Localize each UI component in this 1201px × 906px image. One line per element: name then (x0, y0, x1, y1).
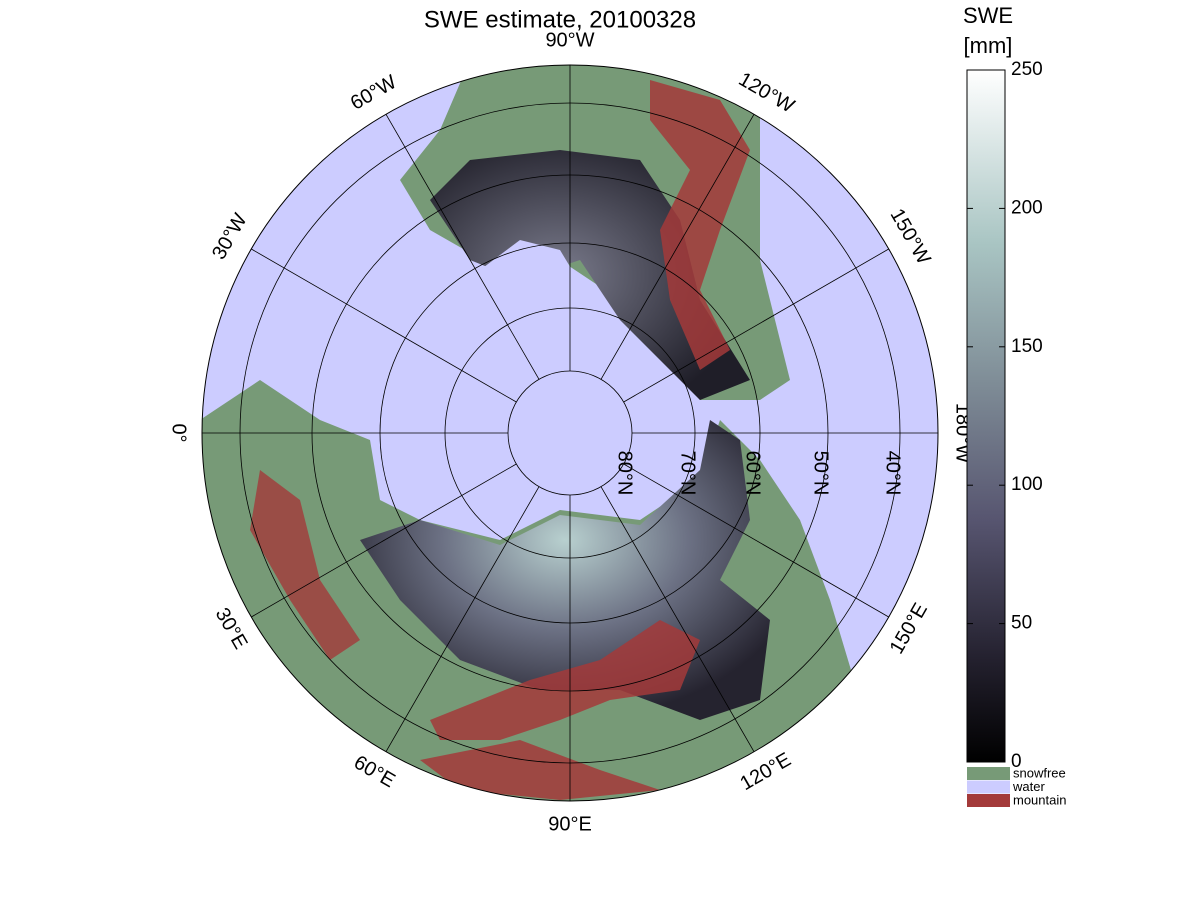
parallel-label: 50°N (810, 451, 832, 496)
legend-label: water (1012, 779, 1045, 794)
meridian-label: 0° (168, 423, 190, 442)
map-frame (201, 64, 939, 802)
mountain-rockies (650, 80, 750, 370)
legend-label: snowfree (1013, 765, 1066, 780)
parallel-label: 40°N (882, 451, 904, 496)
parallel-label: 60°N (742, 451, 764, 496)
meridian-label: 90°E (548, 813, 592, 835)
colorbar-tick-label: 150 (1011, 336, 1043, 357)
legend-swatch (967, 794, 1010, 807)
meridian-label: 60°W (347, 71, 401, 115)
colorbar-tick-label: 50 (1011, 613, 1032, 634)
meridian-label: 90°W (545, 29, 594, 51)
legend-swatch (967, 767, 1010, 780)
meridian (251, 248, 517, 403)
colorbar-title: SWE (963, 3, 1013, 28)
colorbar-title: [mm] (964, 33, 1013, 58)
graticule (202, 65, 938, 801)
mountain-europe (250, 470, 360, 660)
map-title: SWE estimate, 20100328 (424, 6, 696, 33)
legend-label: mountain (1013, 792, 1066, 807)
colorbar-tick-label: 250 (1011, 59, 1043, 80)
greenland (440, 240, 590, 420)
meridian (251, 463, 517, 618)
meridian (600, 114, 755, 380)
colorbar-tick-label: 100 (1011, 474, 1043, 495)
mountain-tibet (420, 740, 660, 800)
colorbar-tick-label: 200 (1011, 197, 1043, 218)
meridian (623, 463, 889, 618)
colorbar-tick-label: 0 (1011, 751, 1022, 772)
mountain-asia (430, 620, 700, 740)
parallel-label: 80°N (614, 451, 636, 496)
meridian (385, 114, 540, 380)
parallel-label: 70°N (677, 451, 699, 496)
meridian (385, 486, 540, 752)
colorbar (966, 69, 1006, 763)
map (202, 65, 938, 801)
legend-swatch (967, 780, 1010, 794)
meridian (623, 248, 889, 403)
meridian-label: 30°W (208, 210, 252, 264)
meridian-label: 60°E (350, 751, 399, 792)
meridian (600, 486, 755, 752)
meridian-label: 30°E (211, 604, 252, 653)
